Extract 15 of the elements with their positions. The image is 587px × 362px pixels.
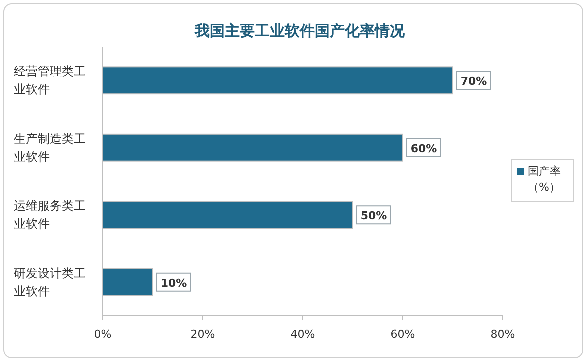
x-tick-label: 80% bbox=[490, 328, 516, 341]
x-tick-label: 40% bbox=[290, 328, 316, 341]
x-tick-label: 20% bbox=[190, 328, 216, 341]
legend-label: 国产率（%） bbox=[528, 165, 561, 194]
data-label: 70% bbox=[460, 75, 488, 88]
x-tick-label: 0% bbox=[94, 328, 112, 341]
y-tick-label: 生产制造类工业软件 bbox=[14, 132, 86, 164]
chart-title: 我国主要工业软件国产化率情况 bbox=[194, 22, 406, 40]
data-label: 10% bbox=[160, 276, 188, 290]
data-label: 50% bbox=[360, 210, 388, 223]
data-label: 60% bbox=[410, 142, 438, 156]
x-tick-label: 60% bbox=[390, 328, 416, 341]
y-tick-label: 运维服务类工业软件 bbox=[14, 199, 86, 232]
y-tick-label: 经营管理类工业软件 bbox=[14, 64, 86, 97]
y-tick-label: 研发设计类工业软件 bbox=[14, 266, 86, 298]
